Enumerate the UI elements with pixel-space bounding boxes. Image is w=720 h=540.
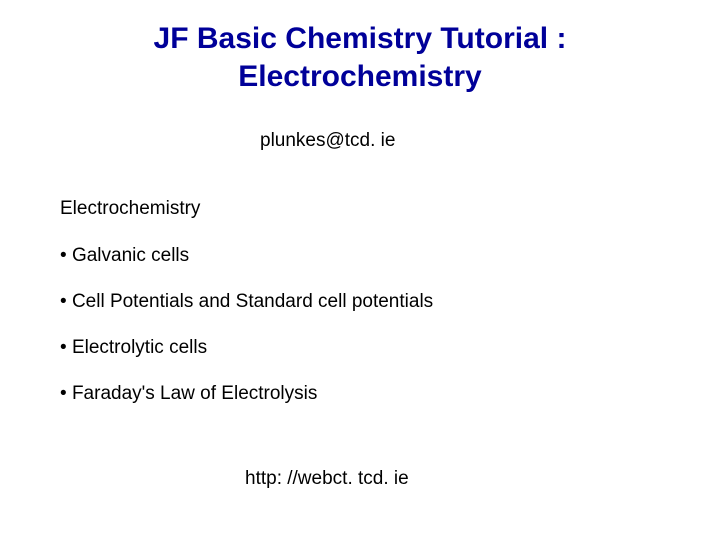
footer-url: http: //webct. tcd. ie	[245, 468, 409, 490]
list-item: Electrolytic cells	[60, 337, 433, 359]
section-heading: Electrochemistry	[60, 198, 200, 220]
title-line-2: Electrochemistry	[238, 60, 481, 93]
list-item: Galvanic cells	[60, 245, 433, 267]
contact-email: plunkes@tcd. ie	[260, 130, 395, 152]
list-item: Faraday's Law of Electrolysis	[60, 383, 433, 405]
list-item: Cell Potentials and Standard cell potent…	[60, 291, 433, 313]
bullet-list: Galvanic cells Cell Potentials and Stand…	[60, 245, 433, 429]
title-line-1: JF Basic Chemistry Tutorial :	[154, 22, 567, 55]
slide-title: JF Basic Chemistry Tutorial : Electroche…	[0, 20, 720, 95]
